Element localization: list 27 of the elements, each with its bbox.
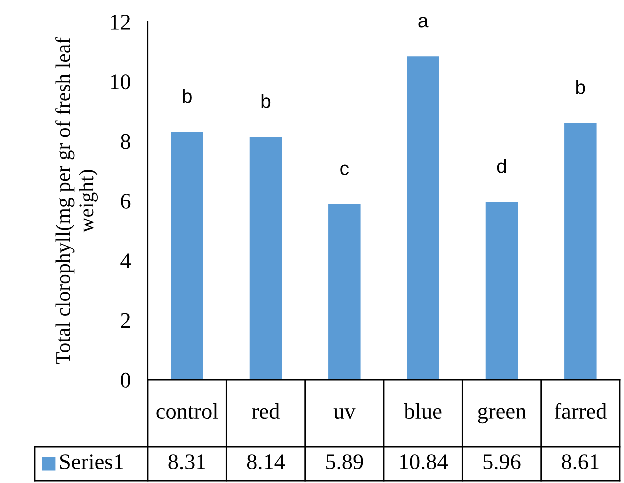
annotation: a [418,17,429,28]
annotation: b [576,80,586,94]
y-tick-label: 2 [121,313,130,328]
annotation: b [183,88,192,104]
y-tick-label: 8 [121,134,130,150]
x-tick-label: red [252,403,280,420]
data-label: 8.31 [168,454,206,470]
y-axis-title: Total clorophyll(mg per gr of fresh leaf weight) [56,37,98,364]
data-label: 10.84 [400,454,448,470]
data-label: 8.14 [247,454,286,470]
data-label: 5.96 [484,454,521,470]
data-label: 5.89 [326,454,364,470]
x-tick-label: green [478,407,526,424]
legend-label: Series1 [60,454,124,470]
y-tick-label: 12 [111,14,130,30]
x-tick-label: blue [404,403,442,420]
x-tick-label: uv [334,408,356,420]
y-tick-label: 4 [120,254,131,268]
annotation: b [262,94,271,108]
data-label: 8.61 [562,454,599,470]
x-tick-label: control [156,403,218,420]
annotation: c [340,164,350,176]
annotation: d [497,159,506,174]
y-tick-label: 0 [121,372,130,388]
y-tick-label: 6 [121,194,131,209]
y-tick-label: 10 [111,74,130,90]
x-tick-label: farred [554,403,607,420]
